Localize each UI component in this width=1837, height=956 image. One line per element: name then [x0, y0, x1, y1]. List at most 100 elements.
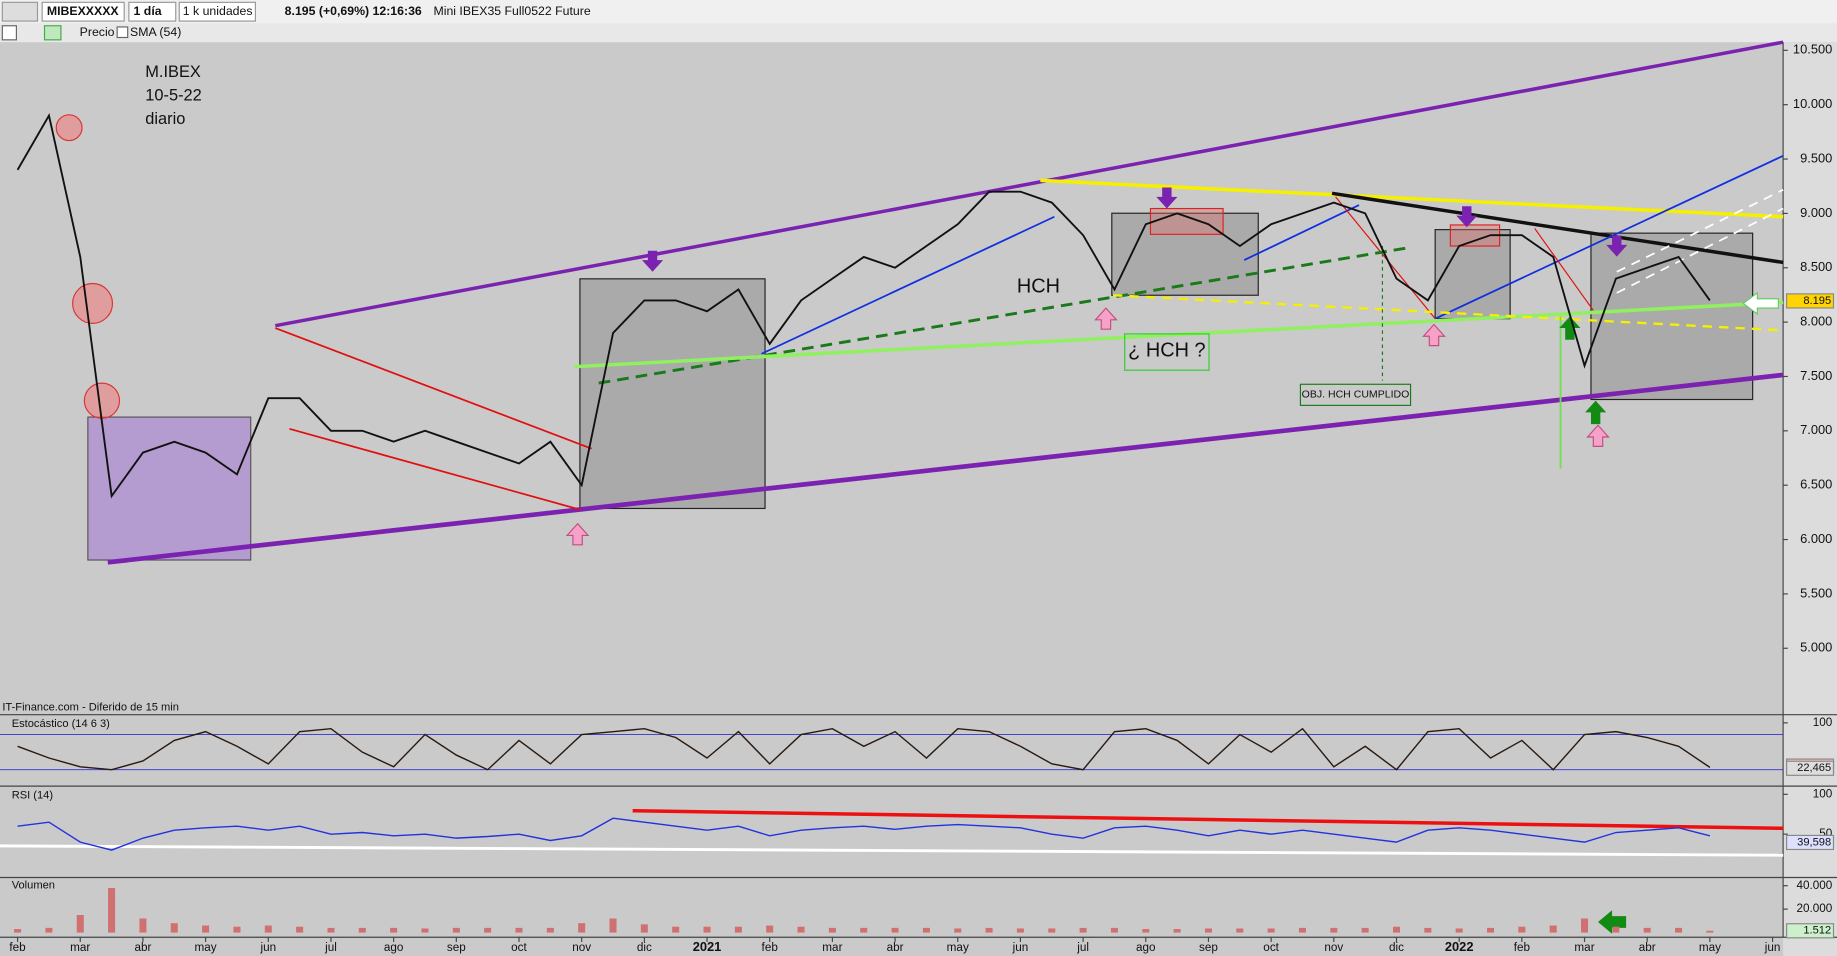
- volume-bar: [1706, 930, 1714, 933]
- y-tick-label: 20.000: [1797, 902, 1833, 915]
- y-tick-label: 40.000: [1797, 879, 1833, 892]
- period-select[interactable]: [128, 1, 177, 22]
- y-tick-label: 8.000: [1800, 314, 1832, 329]
- trend-line: [1616, 189, 1784, 273]
- units-select[interactable]: [178, 1, 256, 22]
- trend-line: [761, 215, 1055, 355]
- volume-bar: [1173, 929, 1181, 933]
- arrow: [1606, 235, 1628, 257]
- volume-bar: [1016, 928, 1024, 933]
- volume-bar: [891, 927, 899, 933]
- volume-bar: [1518, 926, 1526, 933]
- trend-line: [274, 40, 1784, 328]
- volume-bar: [202, 925, 210, 933]
- volume-bar: [327, 927, 335, 933]
- add-button[interactable]: [1, 25, 17, 41]
- y-tick-label: 7.000: [1800, 422, 1832, 437]
- trend-line: [275, 327, 592, 450]
- x-tick-label: may: [195, 941, 217, 954]
- volume-bar: [1643, 927, 1651, 933]
- volume-bar: [170, 923, 178, 933]
- y-tick-label: 5.000: [1800, 640, 1832, 655]
- symbol: MIBEXXXXX: [47, 4, 120, 18]
- volume-bar: [640, 924, 648, 933]
- arrow: [1094, 307, 1118, 330]
- volume-bar: [264, 925, 272, 933]
- x-tick-label: may: [947, 941, 969, 954]
- volume-bar: [1079, 927, 1087, 933]
- trend-line: [107, 372, 1784, 565]
- arrow: [1422, 323, 1446, 347]
- annotation: HCH: [1017, 275, 1060, 297]
- annotation: M.IBEX: [145, 63, 201, 81]
- series-line: [17, 727, 1711, 771]
- volume-bar: [139, 918, 147, 933]
- x-tick-label: ago: [1136, 941, 1156, 954]
- highlight-circle: [72, 282, 114, 324]
- volume-bar: [546, 927, 554, 933]
- annotation: diario: [145, 110, 185, 128]
- y-tick-label: 9.000: [1800, 205, 1832, 220]
- annotation: OBJ. HCH CUMPLIDO: [1302, 389, 1410, 401]
- panel-title: Estocástico (14 6 3): [12, 718, 110, 730]
- volume-bar: [1612, 926, 1620, 933]
- x-tick-label: mar: [70, 941, 90, 954]
- x-tick-label: oct: [511, 941, 527, 954]
- series-line: [16, 112, 1711, 499]
- volume-bar: [828, 927, 836, 933]
- x-tick-label: 2022: [1445, 939, 1474, 954]
- volume-bar: [1330, 927, 1338, 933]
- last-value-badge: [1786, 923, 1835, 939]
- x-tick-label: jun: [1012, 941, 1029, 954]
- quote: 8.195 (+0,69%) 12:16:36: [285, 4, 422, 18]
- annotation: 10-5-22: [145, 86, 202, 104]
- arrow: [1456, 206, 1478, 228]
- trend-line: [1040, 178, 1784, 219]
- volume-bar: [1455, 928, 1463, 933]
- last-value-badge: [1786, 293, 1835, 309]
- x-tick-label: ago: [384, 941, 404, 954]
- price-toggle[interactable]: [43, 25, 62, 41]
- arrow: [565, 522, 590, 546]
- series-line: [17, 817, 1711, 851]
- down-arrows: [642, 187, 1628, 272]
- x-tick-label: feb: [9, 941, 26, 954]
- highlight-circle: [55, 114, 83, 142]
- y-tick-label: 9.500: [1800, 150, 1832, 165]
- green-arrows: [1559, 316, 1627, 934]
- arrow: [1586, 424, 1610, 447]
- panel-title: RSI (14): [12, 789, 54, 801]
- volume-bar: [578, 923, 586, 933]
- trend-line: [1331, 191, 1784, 265]
- arrow: [1559, 316, 1581, 340]
- chart-type-button[interactable]: [1, 1, 39, 22]
- symbol-select[interactable]: [41, 1, 125, 22]
- period: 1 día: [134, 4, 162, 18]
- x-tick-label: feb: [762, 941, 779, 954]
- last-value-label: 1.512: [1803, 925, 1831, 937]
- y-tick-label: 10.500: [1793, 42, 1832, 57]
- annotation-box: [1299, 383, 1412, 406]
- range-box: [87, 416, 252, 561]
- x-tick-label: sep: [447, 941, 466, 954]
- volume-bar: [703, 926, 711, 933]
- volume-bar: [1048, 928, 1056, 933]
- panel-title: Volumen: [12, 880, 55, 892]
- volume-bar: [672, 926, 680, 933]
- volume-bar: [484, 927, 492, 933]
- x-tick-label: nov: [1324, 941, 1343, 954]
- trend-line: [1335, 196, 1436, 320]
- volume-bar: [954, 928, 962, 933]
- last-value-label: 22,465: [1797, 762, 1831, 774]
- volume-bar: [1236, 928, 1244, 933]
- x-tick-label: jul: [1076, 941, 1089, 954]
- toolbar: [0, 0, 1837, 24]
- volume-bar: [1110, 927, 1118, 933]
- volume-bar: [108, 888, 116, 933]
- trend-line: [1434, 155, 1784, 320]
- trend-line: [1243, 204, 1360, 261]
- drawings: [0, 40, 1784, 934]
- volume-bar: [296, 926, 304, 933]
- sma-checkbox[interactable]: [116, 26, 129, 39]
- range-box: [1434, 229, 1511, 320]
